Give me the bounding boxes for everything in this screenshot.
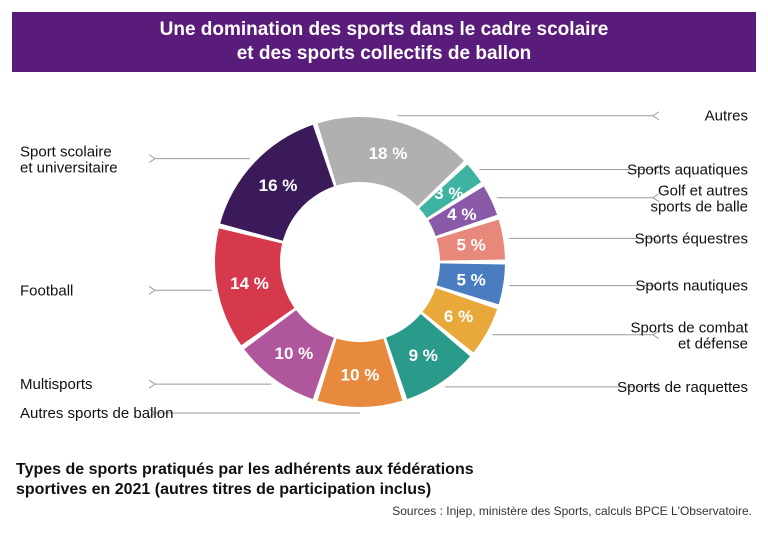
slice-pct-label: 6 % — [444, 307, 473, 326]
leader-arrow-icon — [653, 111, 659, 119]
slice-pct-label: 16 % — [259, 175, 298, 194]
slice-pct-label: 10 % — [341, 365, 380, 384]
category-label: Sport scolaire — [20, 143, 112, 160]
category-label: Sports de combat — [630, 319, 748, 336]
leader-arrow-icon — [149, 154, 155, 162]
category-label: et universitaire — [20, 159, 118, 176]
category-label: Multisports — [20, 376, 93, 393]
caption-line-1: Types de sports pratiqués par les adhére… — [16, 460, 752, 480]
slice-pct-label: 9 % — [409, 346, 438, 365]
category-label: Autres — [705, 107, 748, 124]
category-label: Sports de raquettes — [617, 378, 748, 395]
leader-arrow-icon — [149, 286, 155, 294]
slice-pct-label: 18 % — [369, 144, 408, 163]
slice-pct-label: 5 % — [456, 270, 485, 289]
donut-chart: 18 % 3 % 4 % 5 % 5 % 6 % 9 % 10 % 10 % 14 % 16 % Au… — [0, 72, 768, 452]
title-line-2: et des sports collectifs de ballon — [12, 42, 756, 66]
slice-pct-label: 5 % — [456, 235, 485, 254]
caption-line-2: sportives en 2021 (autres titres de part… — [16, 480, 752, 500]
category-label: Sports aquatiques — [627, 161, 748, 178]
slice-pct-label: 10 % — [274, 344, 313, 363]
category-label: Football — [20, 282, 73, 299]
category-label: sports de balle — [650, 198, 748, 215]
title-bar: Une domination des sports dans le cadre … — [12, 12, 756, 72]
source-text: Sources : Injep, ministère des Sports, c… — [16, 504, 752, 518]
leader-arrow-icon — [149, 380, 155, 388]
slice-pct-label: 4 % — [447, 205, 476, 224]
category-label: et défense — [678, 335, 748, 352]
slice-pct-label: 3 % — [434, 184, 463, 203]
category-label: Autres sports de ballon — [20, 405, 173, 422]
title-line-1: Une domination des sports dans le cadre … — [12, 18, 756, 42]
category-label: Sports nautiques — [635, 277, 748, 294]
category-label: Golf et autres — [658, 182, 748, 199]
slice-pct-label: 14 % — [230, 274, 269, 293]
caption: Types de sports pratiqués par les adhére… — [16, 460, 752, 500]
category-label: Sports équestres — [635, 230, 748, 247]
